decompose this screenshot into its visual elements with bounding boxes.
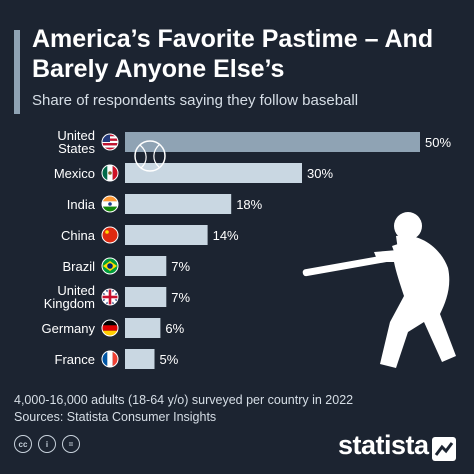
value-label-1: 30% bbox=[307, 166, 333, 181]
baseball-seam-left bbox=[139, 144, 147, 169]
value-label-5: 7% bbox=[171, 290, 190, 305]
value-label-6: 6% bbox=[165, 321, 184, 336]
category-label-5-0: United bbox=[57, 283, 95, 298]
chart-title: America’s Favorite Pastime – And Barely … bbox=[32, 25, 434, 83]
uk-flag-icon bbox=[101, 288, 119, 306]
category-label-3-0: China bbox=[61, 228, 96, 243]
brazil-flag-icon bbox=[101, 257, 119, 275]
bar-3 bbox=[125, 225, 208, 245]
statista-mark-icon bbox=[432, 437, 456, 461]
value-label-7: 5% bbox=[160, 352, 179, 367]
value-label-0: 50% bbox=[425, 135, 451, 150]
mexico-flag-icon bbox=[101, 164, 119, 182]
chart-subtitle: Share of respondents saying they follow … bbox=[32, 92, 359, 109]
india-flag-icon bbox=[101, 195, 119, 213]
value-label-4: 7% bbox=[171, 259, 190, 274]
baseball-icon bbox=[134, 140, 166, 172]
category-label-7-0: France bbox=[55, 352, 95, 367]
category-label-1-0: Mexico bbox=[54, 166, 95, 181]
category-label-0-0: United bbox=[57, 128, 95, 143]
baseball-player-icon bbox=[302, 212, 456, 368]
bar-2 bbox=[125, 194, 232, 214]
title-accent-bar bbox=[14, 30, 20, 114]
cc-icon[interactable]: cc bbox=[14, 435, 32, 453]
baseball-seam-right bbox=[153, 143, 161, 168]
category-label-2-0: India bbox=[67, 197, 96, 212]
category-label-4-0: Brazil bbox=[62, 259, 95, 274]
bar-6 bbox=[125, 318, 161, 338]
bar-7 bbox=[125, 349, 155, 369]
france-flag-icon bbox=[101, 350, 119, 368]
germany-flag-icon bbox=[101, 319, 119, 337]
value-label-3: 14% bbox=[213, 228, 239, 243]
bar-5 bbox=[125, 287, 167, 307]
source-note: Sources: Statista Consumer Insights bbox=[14, 410, 217, 424]
bar-1 bbox=[125, 163, 302, 183]
category-label-5-1: Kingdom bbox=[44, 296, 95, 311]
value-label-2: 18% bbox=[236, 197, 262, 212]
license-icons: cc i = bbox=[14, 435, 80, 453]
us-flag-icon bbox=[101, 133, 119, 151]
bar-0 bbox=[125, 132, 420, 152]
category-label-6-0: Germany bbox=[42, 321, 96, 336]
no-derivatives-icon[interactable]: = bbox=[62, 435, 80, 453]
china-flag-icon bbox=[101, 226, 119, 244]
bar-4 bbox=[125, 256, 167, 276]
category-label-0-1: States bbox=[58, 141, 95, 156]
attribution-icon[interactable]: i bbox=[38, 435, 56, 453]
survey-note: 4,000-16,000 adults (18-64 y/o) surveyed… bbox=[14, 393, 354, 407]
statista-logo[interactable]: statista bbox=[338, 430, 429, 460]
